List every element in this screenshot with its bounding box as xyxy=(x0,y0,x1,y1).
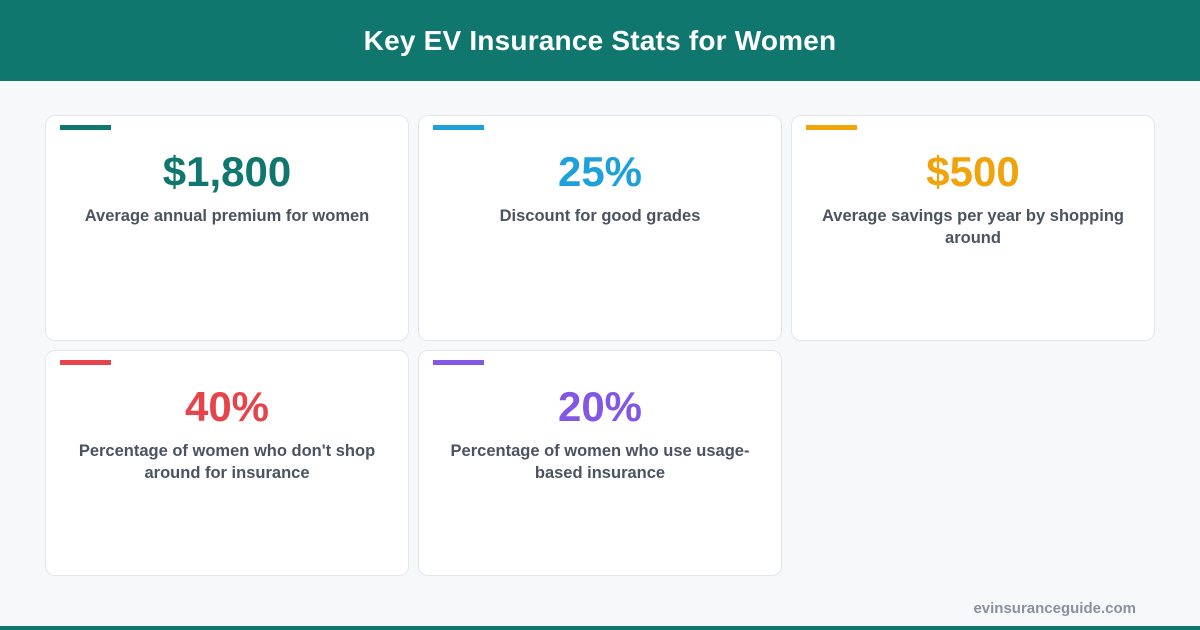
stat-card-good-grades-discount: 25% Discount for good grades xyxy=(418,115,782,341)
card-accent-bar xyxy=(60,360,111,365)
site-url: evinsuranceguide.com xyxy=(973,600,1136,617)
stat-card-shopping-savings: $500 Average savings per year by shoppin… xyxy=(791,115,1155,341)
card-accent-bar xyxy=(60,125,111,130)
card-accent-bar xyxy=(433,360,484,365)
stat-value: 25% xyxy=(557,148,643,195)
stat-card-usage-based: 20% Percentage of women who use usage-ba… xyxy=(418,350,782,576)
card-accent-bar xyxy=(433,125,484,130)
stat-label: Average savings per year by shopping aro… xyxy=(822,207,1124,247)
bottom-divider xyxy=(0,626,1200,630)
stat-label: Percentage of women who use usage-based … xyxy=(450,442,750,482)
header-banner: Key EV Insurance Stats for Women xyxy=(0,0,1200,81)
stat-value: $1,800 xyxy=(162,148,292,195)
card-accent-bar xyxy=(806,125,857,130)
stat-value: 20% xyxy=(557,383,643,430)
stat-value: 40% xyxy=(184,383,270,430)
stat-card-dont-shop-around: 40% Percentage of women who don't shop a… xyxy=(45,350,409,576)
stat-label: Average annual premium for women xyxy=(84,207,370,225)
stat-label: Percentage of women who don't shop aroun… xyxy=(78,442,376,482)
stat-label: Discount for good grades xyxy=(499,207,701,225)
stat-card-average-premium: $1,800 Average annual premium for women xyxy=(45,115,409,341)
page-title: Key EV Insurance Stats for Women xyxy=(363,24,837,56)
stat-value: $500 xyxy=(926,148,1020,195)
